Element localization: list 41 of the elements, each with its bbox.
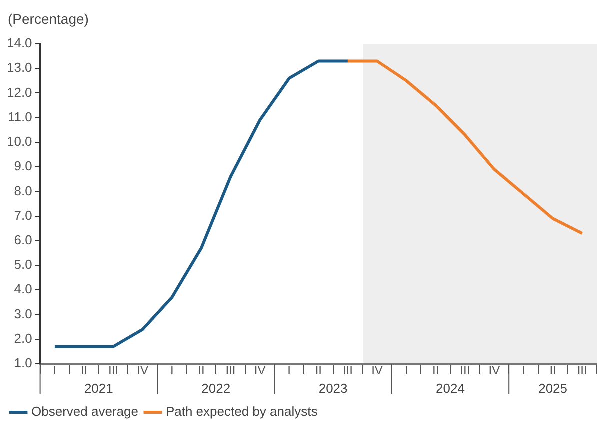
y-tick-label: 14.0 (6, 36, 32, 51)
text: 2023 (318, 381, 348, 396)
x-tick-label: I (288, 364, 292, 378)
y-tick-label: 2.0 (14, 330, 32, 346)
y-tick-label: 4.0 (14, 282, 32, 297)
x-tick-label: II (80, 364, 88, 378)
y-tick-label: 1.0 (14, 356, 32, 371)
x-tick-label: II (198, 364, 205, 378)
y-tick-label: 13.0 (6, 60, 32, 76)
x-tick-label: I (170, 364, 174, 378)
text: 2024 (436, 381, 465, 396)
y-tick-label: 7.0 (14, 208, 32, 223)
x-tick-label: I (53, 364, 57, 378)
x-tick-label: III (342, 364, 353, 378)
y-tick-label: 5.0 (14, 257, 32, 272)
x-tick-label: IV (137, 364, 149, 378)
text: 2022 (202, 381, 231, 396)
x-tick-label: II (550, 364, 556, 378)
y-tick-label: 8.0 (14, 183, 32, 198)
x-tick-label: IV (372, 364, 383, 378)
text: 2025 (538, 381, 568, 396)
x-tick-label: IV (254, 364, 266, 378)
x-tick-label: II (432, 364, 440, 378)
x-tick-label: I (522, 364, 526, 378)
x-tick-label: I (404, 364, 408, 378)
y-tick-label: 3.0 (14, 306, 32, 322)
y-tick-label: 6.0 (14, 232, 32, 248)
x-tick-label: III (108, 364, 119, 378)
y-axis-title: (Percentage) (8, 11, 89, 27)
y-tick-label: 9.0 (14, 158, 32, 174)
y-tick-label: 11.0 (8, 109, 32, 124)
x-tick-label: III (460, 364, 470, 378)
y-tick-label: 10.0 (6, 134, 32, 150)
text: 2021 (84, 381, 114, 396)
x-tick-label: IV (488, 364, 500, 378)
legend-label: Path expected by analysts (166, 404, 318, 420)
x-tick-label: III (226, 364, 236, 378)
legend-label: Observed average (32, 404, 138, 420)
x-tick-label: III (577, 364, 588, 378)
y-tick-label: 12.0 (6, 84, 32, 100)
x-tick-label: II (315, 364, 322, 378)
